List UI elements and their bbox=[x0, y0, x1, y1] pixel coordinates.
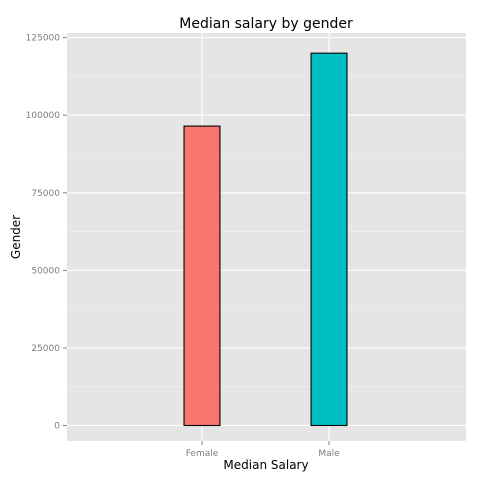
y-tick-label: 50000 bbox=[31, 266, 60, 276]
chart-title: Median salary by gender bbox=[179, 16, 353, 32]
y-tick-label: 100000 bbox=[26, 111, 61, 121]
bar-female bbox=[183, 125, 221, 427]
x-axis-title: Median Salary bbox=[223, 458, 308, 472]
bars bbox=[183, 52, 348, 427]
y-tick-label: 25000 bbox=[31, 344, 60, 354]
x-axis-ticks: Female Male bbox=[186, 441, 340, 459]
y-axis-title: Gender bbox=[9, 215, 23, 259]
minor-gridlines bbox=[67, 76, 466, 388]
y-tick-label: 75000 bbox=[31, 189, 60, 199]
x-tick-label: Male bbox=[318, 449, 340, 459]
y-tick-label: 0 bbox=[54, 421, 60, 431]
plot-panel bbox=[67, 33, 466, 441]
y-axis-ticks: 0 25000 50000 75000 100000 125000 bbox=[26, 34, 67, 431]
bar-male bbox=[310, 52, 348, 427]
y-tick-label: 125000 bbox=[26, 34, 61, 44]
x-tick-label: Female bbox=[186, 449, 219, 459]
